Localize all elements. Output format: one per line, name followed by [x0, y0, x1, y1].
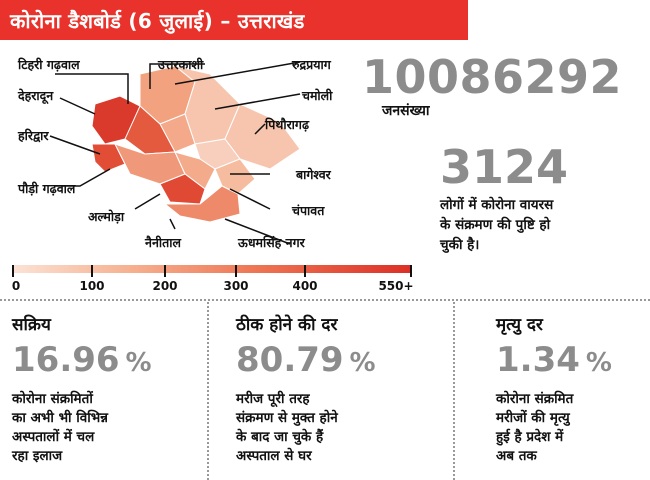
stat-active: सक्रिय 16.96% कोरोना संक्रमितों का अभी भ… — [12, 312, 202, 466]
legend-tick-label: 300 — [223, 279, 249, 293]
column-divider — [453, 302, 455, 480]
stat-value: 80.79% — [236, 340, 376, 380]
legend-tick — [91, 265, 93, 277]
map-region-haridwar — [91, 143, 126, 173]
legend-tick — [304, 265, 306, 277]
district-label-chamoli: चमोली — [302, 88, 333, 103]
stat-value: 16.96% — [12, 340, 152, 380]
legend-tick — [164, 265, 166, 277]
legend-tick-label: 200 — [152, 279, 178, 293]
legend-tick — [12, 265, 14, 277]
confirmed-cases-value: 3124 — [440, 140, 569, 194]
district-label-haridwar: हरिद्वार — [18, 128, 49, 143]
legend-tick — [410, 265, 412, 277]
map-region-nainital — [159, 173, 206, 205]
color-scale-bar — [12, 265, 412, 273]
section-divider — [0, 299, 650, 301]
stat-recovery-rate: ठीक होने की दर 80.79% मरीज पूरी तरह संक्… — [236, 312, 446, 466]
legend-tick-label: 100 — [79, 279, 105, 293]
district-label-usnagar: ऊधमसिंह नगर — [238, 235, 305, 250]
stat-title: सक्रिय — [12, 315, 51, 335]
population-value: 10086292 — [362, 50, 623, 104]
legend-tick-label: 550+ — [378, 279, 414, 293]
district-label-bageshwar: बागेश्वर — [296, 167, 331, 182]
stat-description: कोरोना संक्रमित मरीजों की मृत्यु हुई है … — [496, 391, 574, 464]
district-label-almora: अल्मोड़ा — [88, 209, 125, 224]
stat-title: ठीक होने की दर — [236, 315, 338, 335]
district-label-dehradun: देहरादून — [18, 88, 54, 103]
stat-description: मरीज पूरी तरह संक्रमण से मुक्त होने के ब… — [236, 391, 338, 464]
district-label-uttarkashi: उत्तरकाशी — [158, 57, 204, 72]
column-divider — [207, 302, 209, 480]
population-label: जनसंख्या — [382, 103, 430, 119]
dashboard-header: कोरोना डैशबोर्ड (6 जुलाई) – उत्तराखंड — [0, 0, 468, 40]
district-label-champawat: चंपावत — [292, 203, 325, 218]
stat-description: कोरोना संक्रमितों का अभी भी विभिन्न अस्प… — [12, 391, 108, 464]
map-region-usnagar — [163, 185, 241, 223]
stat-title: मृत्यु दर — [496, 315, 543, 335]
confirmed-cases-description: लोगों में कोरोना वायरस के संक्रमण की पुष… — [440, 197, 554, 253]
dashboard-title: कोरोना डैशबोर्ड (6 जुलाई) – उत्तराखंड — [10, 8, 305, 33]
legend-tick-label: 0 — [11, 279, 21, 293]
legend-tick — [235, 265, 237, 277]
map-region-almora — [174, 151, 216, 190]
legend-tick-label: 400 — [292, 279, 318, 293]
map-region-dehradun — [91, 95, 141, 145]
district-label-pauri: पौड़ी गढ़वाल — [18, 181, 76, 196]
district-label-tehri: टिहरी गढ़वाल — [18, 57, 80, 72]
district-label-nainital: नैनीताल — [145, 235, 181, 250]
stat-value: 1.34% — [496, 340, 612, 380]
uttarakhand-district-map — [49, 61, 301, 245]
stat-death-rate: मृत्यु दर 1.34% कोरोना संक्रमित मरीजों क… — [496, 312, 646, 466]
district-label-pithoragarh: पिथौरागढ़ — [265, 117, 309, 132]
district-label-rudraprayag: रुद्रप्रयाग — [292, 57, 331, 72]
map-region-champawat — [214, 158, 256, 195]
